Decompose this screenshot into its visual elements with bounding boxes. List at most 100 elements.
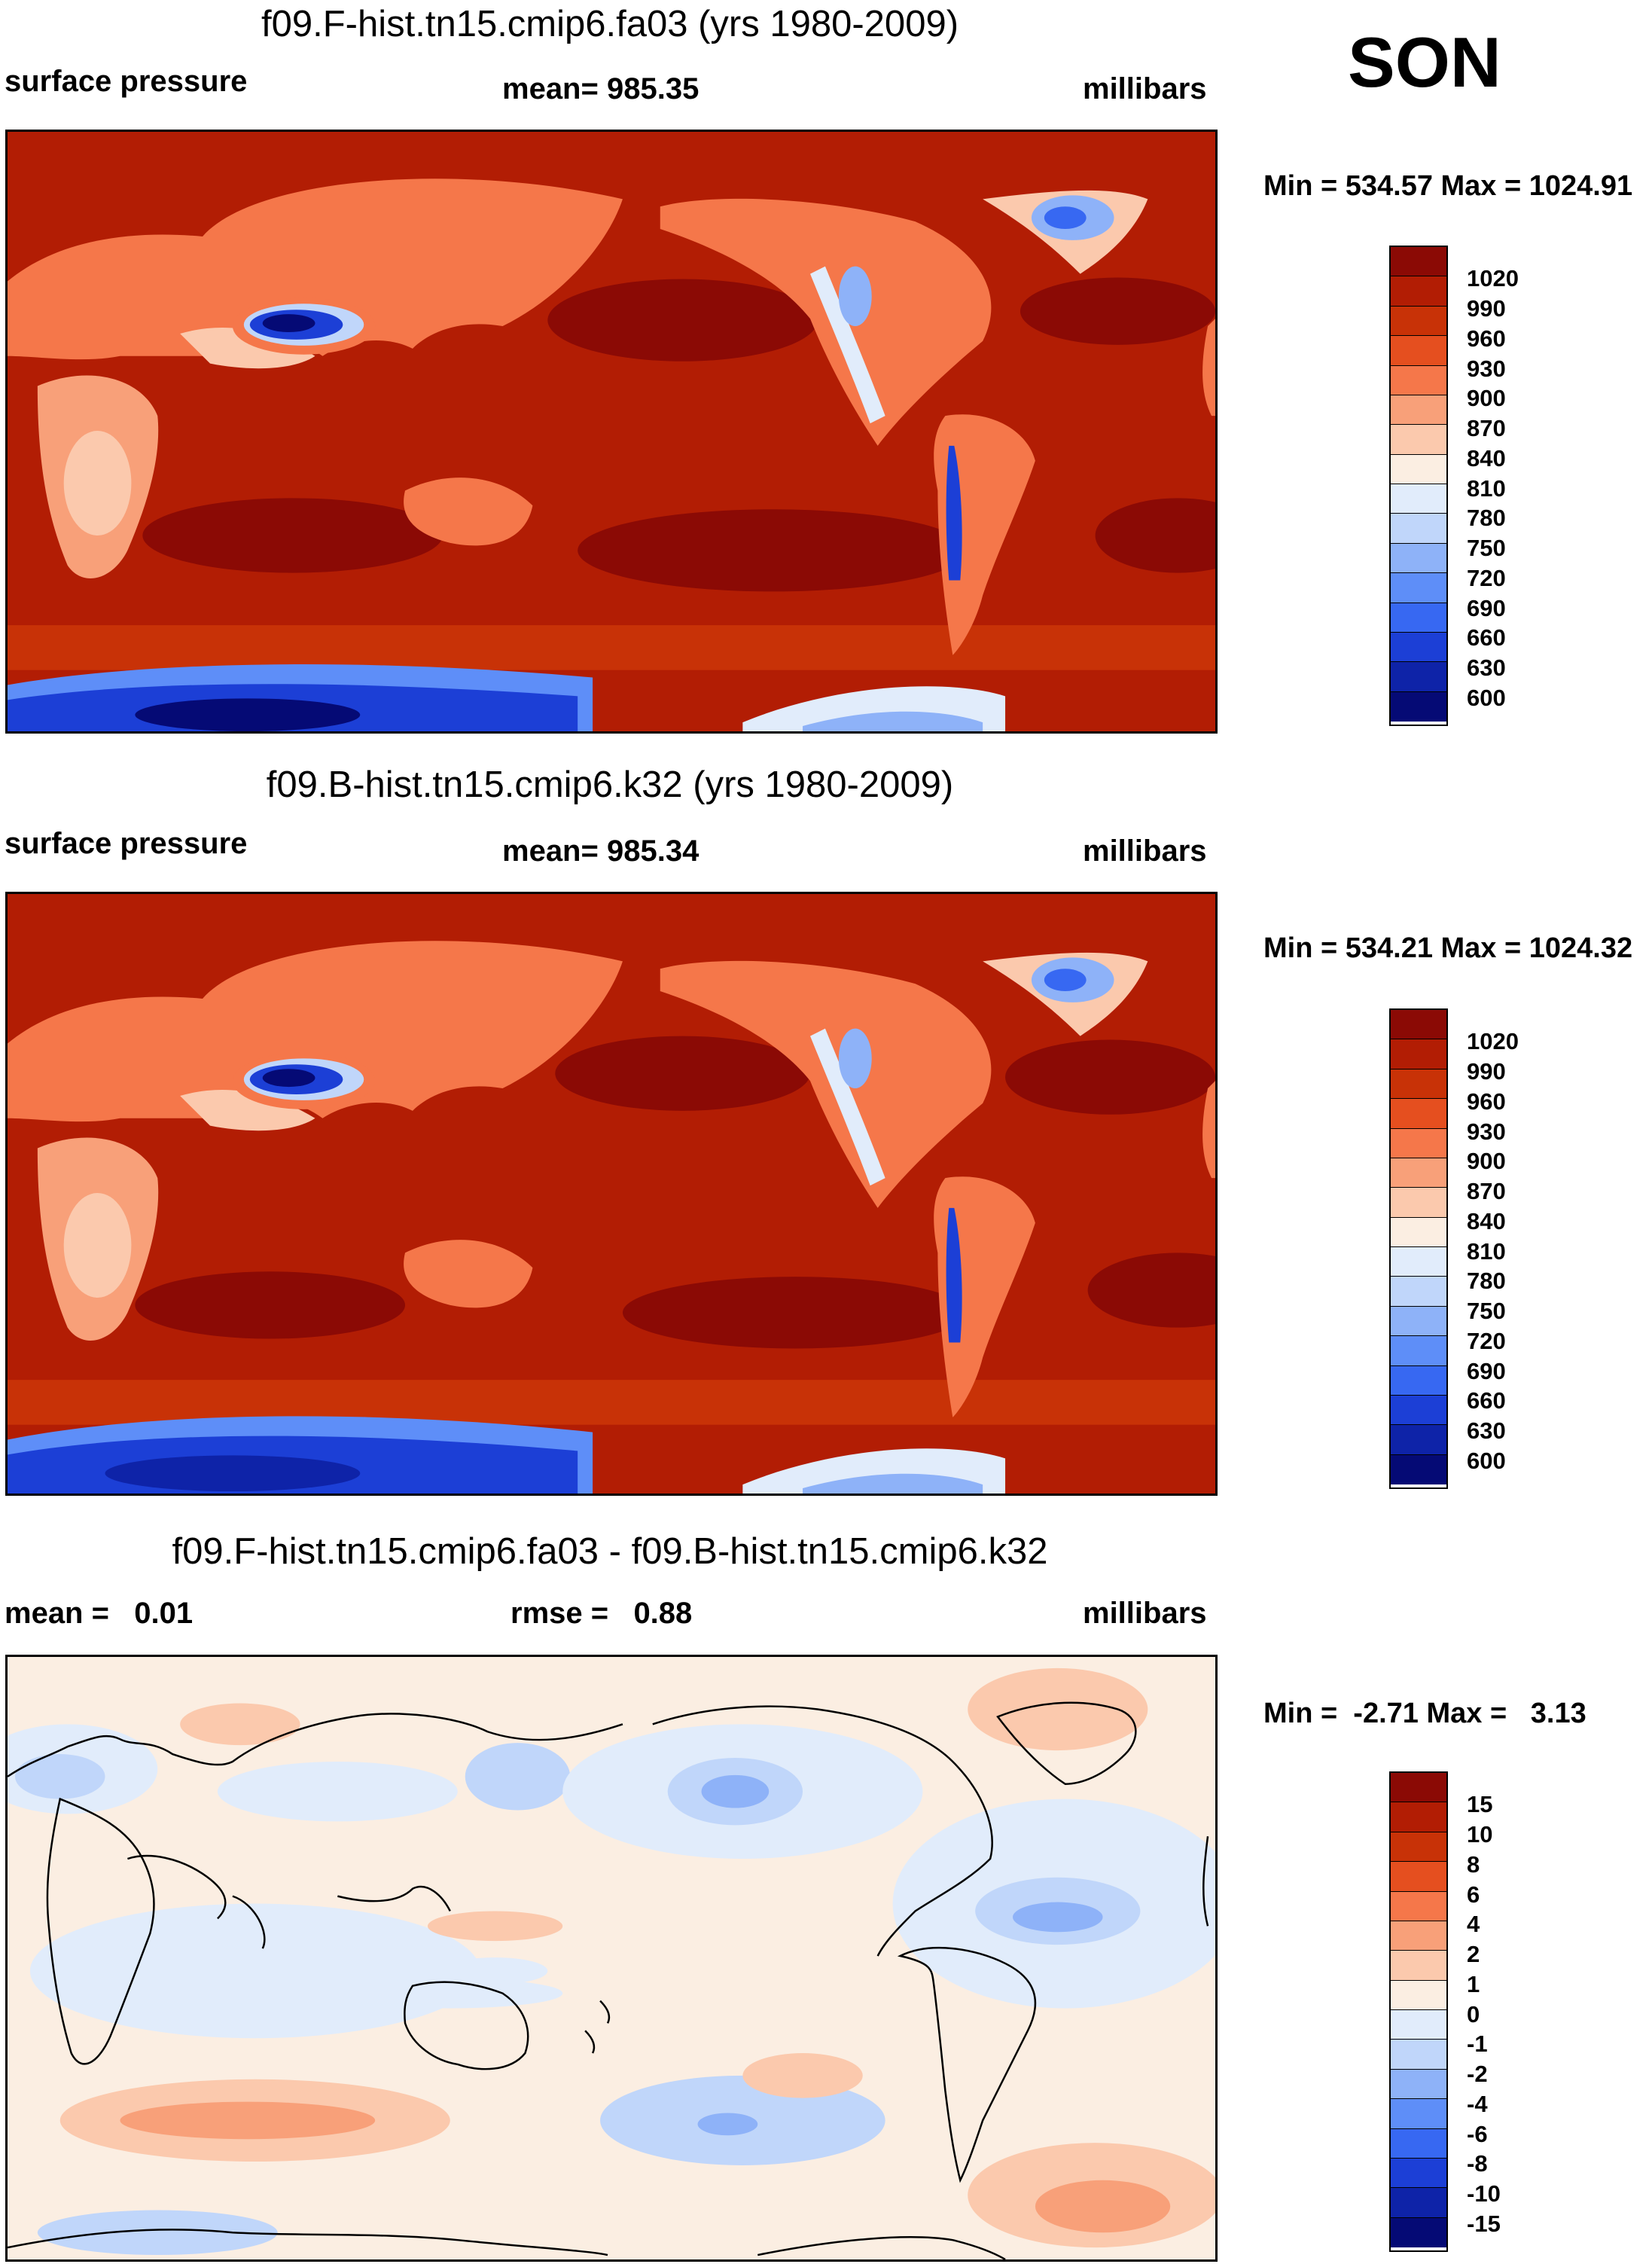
panel-1-units-label: millibars (1083, 72, 1207, 105)
panel-1-minmax: Min = 534.57 Max = 1024.91 (1263, 170, 1633, 202)
colorbar-tick: 690 (1467, 1358, 1506, 1384)
colorbar-swatch (1391, 1306, 1446, 1337)
north-atlantic-high (1005, 1039, 1215, 1115)
south-atlantic-high (1095, 498, 1215, 573)
colorbar-tick: 900 (1467, 385, 1506, 411)
colorbar-tick: 960 (1467, 1088, 1506, 1115)
tibetan-plateau-core (262, 314, 315, 332)
panel-2-variable-label: surface pressure (5, 827, 248, 860)
colorbar-tick: 1020 (1467, 1028, 1519, 1054)
diff-neg-atlantic-core (1013, 1902, 1103, 1933)
greenland-core (1044, 206, 1087, 230)
colorbar-swatch (1391, 365, 1446, 395)
colorbar-tick: 15 (1467, 1791, 1493, 1817)
colorbar-swatch (1391, 662, 1446, 692)
colorbar-swatch (1391, 247, 1446, 277)
colorbar-tick: 810 (1467, 1238, 1506, 1265)
colorbar-swatch (1391, 2010, 1446, 2040)
panel-1-variable-label: surface pressure (5, 65, 248, 98)
colorbar-swatch (1391, 573, 1446, 603)
colorbar-swatch (1391, 1188, 1446, 1218)
colorbar-tick: 990 (1467, 295, 1506, 322)
diff-pos-siberia (180, 1703, 300, 1746)
colorbar-tick: 840 (1467, 445, 1506, 471)
panel-2-minmax: Min = 534.21 Max = 1024.32 (1263, 932, 1633, 964)
colorbar-tick: 960 (1467, 325, 1506, 352)
panel-3-title: f09.F-hist.tn15.cmip6.fa03 - f09.B-hist.… (172, 1531, 1048, 1572)
colorbar-tick: 720 (1467, 565, 1506, 591)
colorbar-swatch (1391, 2158, 1446, 2189)
panel-1-title: f09.F-hist.tn15.cmip6.fa03 (yrs 1980-200… (261, 4, 959, 44)
diff-neg-indonesia (442, 1957, 548, 1985)
colorbar-swatch (1391, 1010, 1446, 1040)
colorbar-swatch (1391, 1832, 1446, 1863)
panel-3-colorbar (1389, 1771, 1448, 2252)
colorbar-swatch (1391, 603, 1446, 633)
diff-pos-greenland (968, 1667, 1148, 1751)
middle-asia-high (180, 1089, 315, 1131)
south-america-land (934, 1176, 1035, 1417)
colorbar-tick: 780 (1467, 505, 1506, 531)
colorbar-swatch (1391, 632, 1446, 663)
colorbar-tick: -4 (1467, 2091, 1488, 2117)
south-indian-high (142, 498, 443, 573)
colorbar-swatch (1391, 336, 1446, 366)
panel-3-units-label: millibars (1083, 1597, 1207, 1630)
north-pacific-high (555, 1036, 811, 1111)
colorbar-tick: 930 (1467, 355, 1506, 382)
colorbar-tick: -15 (1467, 2211, 1501, 2237)
south-america-land (934, 414, 1035, 655)
south-pacific-high (622, 1277, 968, 1349)
season-label: SON (1348, 23, 1501, 102)
colorbar-tick: 630 (1467, 1417, 1506, 1444)
diff-neg-tropics (337, 1978, 563, 2009)
panel-1-map (5, 130, 1218, 734)
colorbar-tick: 660 (1467, 1387, 1506, 1414)
colorbar-tick: 870 (1467, 1178, 1506, 1204)
colorbar-tick: 4 (1467, 1911, 1480, 1937)
africa-highlands (63, 431, 132, 535)
colorbar-swatch (1391, 514, 1446, 544)
diff-neg-europe-core (14, 1754, 105, 1799)
colorbar-tick: -1 (1467, 2031, 1488, 2057)
diff-neg-indian (29, 1903, 480, 2039)
colorbar-swatch (1391, 1247, 1446, 1277)
panel-2-mean-label: mean= 985.34 (502, 834, 700, 868)
panel-2-colorbar (1389, 1008, 1448, 1489)
panel-3-mean-label: mean = 0.01 (5, 1597, 194, 1630)
colorbar-tick: 630 (1467, 654, 1506, 681)
rockies-core (838, 266, 872, 327)
colorbar-swatch (1391, 2040, 1446, 2070)
diff-neg-north-pacific-core (701, 1774, 770, 1808)
panel-3-map-svg (8, 1657, 1215, 2259)
colorbar-swatch (1391, 1891, 1446, 1921)
west-antarctica-interior (803, 711, 983, 731)
colorbar-swatch (1391, 306, 1446, 337)
colorbar-swatch (1391, 1773, 1446, 1803)
colorbar-tick: 2 (1467, 1941, 1480, 1967)
west-africa-edge (1202, 1081, 1215, 1179)
colorbar-tick: 6 (1467, 1881, 1480, 1908)
australia-land (404, 478, 533, 546)
eurasia-land (8, 941, 623, 1122)
colorbar-swatch (1391, 395, 1446, 426)
south-pacific-high (578, 509, 968, 592)
panel-1-colorbar (1389, 246, 1448, 726)
colorbar-swatch (1391, 1158, 1446, 1188)
colorbar-tick: 600 (1467, 1448, 1506, 1474)
colorbar-tick: 810 (1467, 475, 1506, 502)
colorbar-swatch (1391, 1802, 1446, 1832)
andes (946, 445, 962, 581)
north-america-land (660, 960, 992, 1208)
panel-1-map-svg (8, 132, 1215, 731)
north-pacific-high (547, 279, 818, 362)
colorbar-tick: 750 (1467, 535, 1506, 561)
diff-neg-south-pacific-core (697, 2113, 758, 2136)
colorbar-tick: -2 (1467, 2061, 1488, 2087)
middle-asia-high (180, 327, 315, 369)
australia-land (404, 1240, 533, 1308)
diff-pos-tropical-pacific (427, 1911, 563, 1942)
colorbar-swatch (1391, 2128, 1446, 2159)
diff-neg-antarctic (37, 2210, 278, 2256)
diff-pos-south-atlantic-core (1035, 2180, 1171, 2233)
